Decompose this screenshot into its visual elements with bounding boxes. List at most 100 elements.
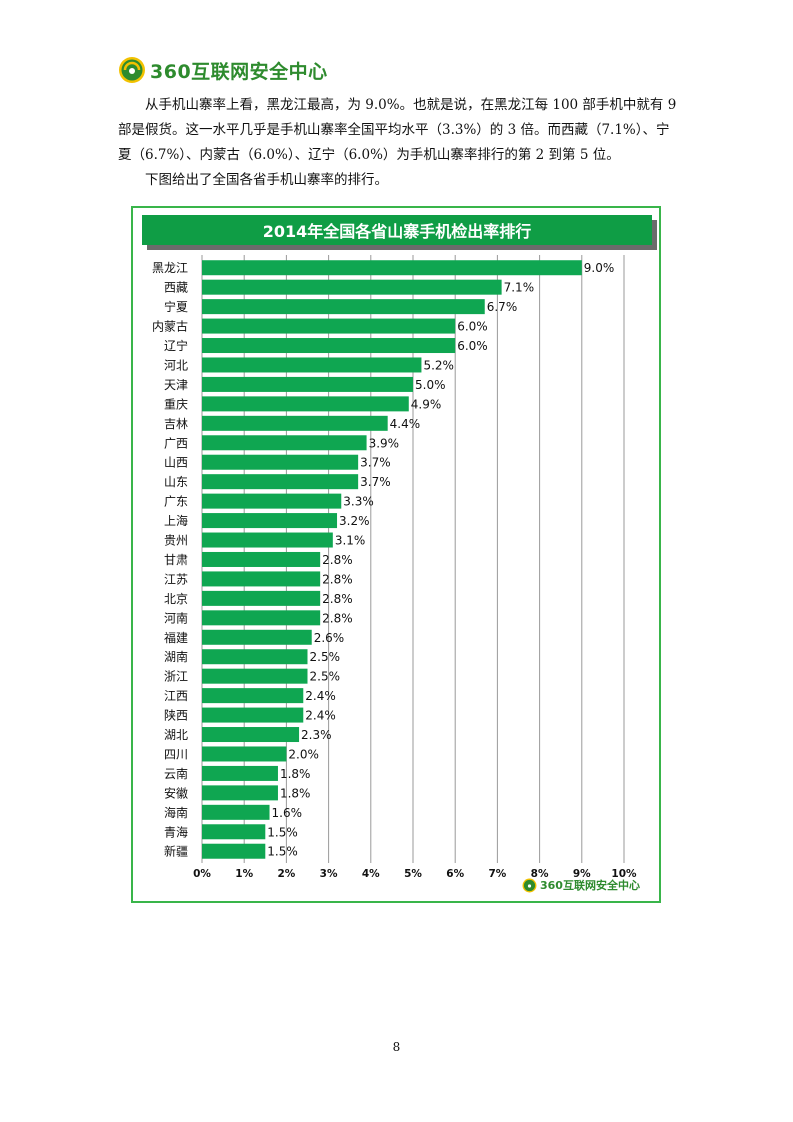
bar <box>202 415 388 431</box>
category-label: 内蒙古 <box>152 319 188 334</box>
header-logo: 360互联网安全中心 <box>118 55 328 85</box>
category-label: 天津 <box>164 378 188 392</box>
category-label: 河南 <box>164 610 188 625</box>
category-label: 四川 <box>164 747 188 761</box>
x-tick-label: 1% <box>235 868 253 880</box>
x-tick-label: 7% <box>488 868 506 880</box>
category-label: 新疆 <box>164 844 188 859</box>
bar <box>202 318 456 334</box>
x-tick-label: 9% <box>573 868 591 880</box>
value-label: 1.5% <box>267 825 298 839</box>
bar <box>202 513 338 529</box>
value-label: 2.8% <box>322 592 353 606</box>
bar <box>202 746 287 762</box>
value-label: 5.2% <box>423 358 454 372</box>
bar <box>202 260 582 276</box>
bar <box>202 824 266 840</box>
value-label: 2.5% <box>310 650 341 664</box>
bar <box>202 688 304 704</box>
body-paragraph-1: 从手机山寨率上看，黑龙江最高，为 9.0%。也就是说，在黑龙江每 100 部手机… <box>118 97 677 163</box>
bar <box>202 785 278 801</box>
chart-container: 2014年全国各省山寨手机检出率排行 0% 1% 2% 3% 4% 5% 6% 7% 8% 9% 1… <box>131 206 661 903</box>
body-paragraph-2: 下图给出了全国各省手机山寨率的排行。 <box>145 172 388 188</box>
value-label: 5.0% <box>415 378 446 392</box>
category-label: 上海 <box>164 513 188 528</box>
bar <box>202 474 359 490</box>
category-label: 吉林 <box>164 417 188 431</box>
value-label: 9.0% <box>584 261 615 275</box>
value-label: 1.8% <box>280 767 311 781</box>
value-label: 3.7% <box>360 456 391 470</box>
bar <box>202 765 278 781</box>
value-label: 1.6% <box>272 806 303 820</box>
x-tick-label: 10% <box>611 868 637 880</box>
chart-title: 2014年全国各省山寨手机检出率排行 <box>142 215 652 245</box>
bar <box>202 435 367 451</box>
category-label: 北京 <box>164 592 188 606</box>
bar <box>202 532 333 548</box>
bar <box>202 357 422 373</box>
bar-chart: 0% 1% 2% 3% 4% 5% 6% 7% 8% 9% 10% 黑龙江 9.0% 西藏 7.1% 宁夏 6.… <box>152 255 637 880</box>
x-tick-label: 0% <box>193 868 211 880</box>
bar <box>202 649 308 665</box>
category-label: 青海 <box>164 824 188 839</box>
value-label: 3.9% <box>369 436 400 450</box>
360-shield-icon <box>119 57 145 83</box>
category-label: 江苏 <box>164 572 188 586</box>
value-label: 6.0% <box>457 339 488 353</box>
x-tick-label: 3% <box>320 868 338 880</box>
value-label: 2.4% <box>305 709 336 723</box>
value-label: 2.8% <box>322 553 353 567</box>
bar <box>202 707 304 723</box>
watermark-text: 360互联网安全中心 <box>540 879 640 892</box>
value-label: 2.8% <box>322 572 353 586</box>
category-label: 宁夏 <box>164 299 188 314</box>
value-label: 2.3% <box>301 728 332 742</box>
bar <box>202 727 300 743</box>
value-label: 4.9% <box>411 397 442 411</box>
category-label: 浙江 <box>164 670 188 684</box>
category-label: 江西 <box>164 689 188 703</box>
bar <box>202 843 266 859</box>
x-tick-label: 5% <box>404 868 422 880</box>
category-label: 安徽 <box>164 785 188 800</box>
value-label: 2.6% <box>314 631 345 645</box>
bar <box>202 571 321 587</box>
bar <box>202 299 485 315</box>
value-label: 6.0% <box>457 320 488 334</box>
value-label: 2.4% <box>305 689 336 703</box>
category-label: 广东 <box>164 495 188 509</box>
x-tick-label: 4% <box>362 868 380 880</box>
logo-text: 360互联网安全中心 <box>150 60 328 83</box>
value-label: 1.5% <box>267 845 298 859</box>
bar <box>202 454 359 470</box>
bar <box>202 551 321 567</box>
value-label: 3.3% <box>343 495 374 509</box>
bar <box>202 279 502 295</box>
category-label: 山西 <box>164 456 188 470</box>
category-label: 陕西 <box>164 708 188 723</box>
x-tick-label: 8% <box>531 868 549 880</box>
category-label: 云南 <box>164 766 188 781</box>
value-label: 1.8% <box>280 786 311 800</box>
page-number: 8 <box>392 1040 401 1054</box>
360-shield-icon <box>522 878 537 892</box>
bar <box>202 610 321 626</box>
category-label: 贵州 <box>164 534 188 548</box>
value-label: 6.7% <box>487 300 518 314</box>
value-label: 2.0% <box>288 747 319 761</box>
x-tick-label: 2% <box>277 868 295 880</box>
category-label: 广西 <box>164 436 188 450</box>
category-label: 甘肃 <box>164 553 188 567</box>
category-label: 湖南 <box>164 649 188 664</box>
value-label: 2.5% <box>310 670 341 684</box>
category-label: 黑龙江 <box>152 261 188 275</box>
value-label: 3.1% <box>335 534 366 548</box>
bar <box>202 376 413 392</box>
category-label: 海南 <box>164 805 188 820</box>
bar <box>202 629 312 645</box>
category-label: 河北 <box>164 358 188 372</box>
value-label: 3.2% <box>339 514 370 528</box>
x-tick-label: 6% <box>446 868 464 880</box>
category-label: 辽宁 <box>164 338 188 353</box>
